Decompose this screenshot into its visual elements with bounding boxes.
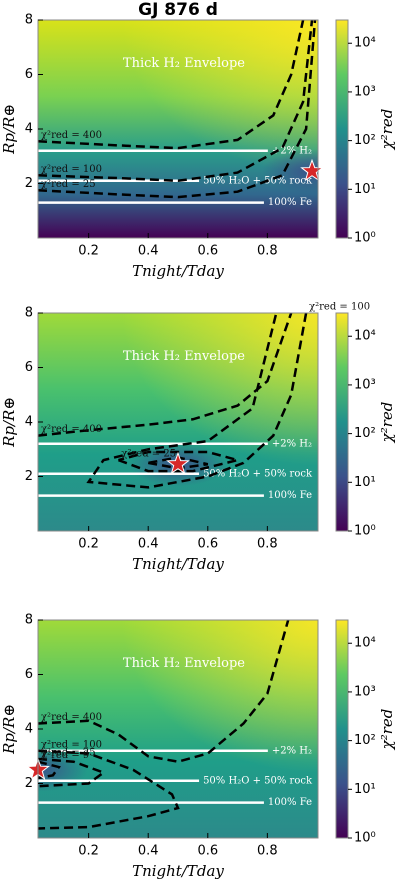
contour-line	[38, 620, 290, 763]
contour-label: χ²red = 9	[41, 750, 89, 761]
contour-line	[38, 757, 107, 788]
y-tick-label: 6	[25, 67, 33, 82]
colorbar-tick-label: 10²	[354, 426, 376, 441]
y-tick-label: 6	[25, 360, 33, 375]
y-axis-label: Rp/R⊕	[0, 704, 18, 755]
y-tick-label: 8	[25, 306, 33, 321]
line-label: +2% H₂	[272, 745, 312, 756]
contour-label: χ²red = 100	[309, 302, 370, 313]
y-axis-label: Rp/R⊕	[0, 104, 18, 155]
chart-title: GJ 876 d	[138, 0, 218, 20]
heatmap-minimum	[262, 149, 318, 194]
colorbar	[335, 19, 349, 239]
x-tick-label: 0.6	[197, 844, 218, 859]
x-tick-label: 0.2	[78, 244, 99, 259]
contour-label: χ²red = 400	[41, 712, 102, 723]
line-label: 100% Fe	[268, 797, 312, 808]
colorbar-tick-label: 10³	[354, 684, 376, 699]
colorbar-tick-label: 10²	[354, 133, 376, 148]
x-tick-label: 0.2	[78, 844, 99, 859]
contour-line	[38, 20, 314, 183]
y-tick-label: 4	[25, 415, 33, 430]
line-label: 100% Fe	[268, 197, 312, 208]
colorbar-tick-label: 10⁰	[354, 524, 376, 539]
line-label: +2% H₂	[272, 145, 312, 156]
contour-line	[117, 450, 243, 473]
x-tick-label: 0.4	[138, 844, 159, 859]
colorbar-label: χ²red	[378, 402, 396, 444]
y-tick-label: 2	[25, 176, 33, 191]
contour-line	[147, 456, 209, 470]
contour-line	[86, 313, 308, 489]
colorbar-tick-label: 10¹	[354, 182, 376, 197]
y-tick-label: 6	[25, 667, 33, 682]
y-tick-label: 2	[25, 776, 33, 791]
colorbar-tick-label: 10⁰	[354, 231, 376, 246]
line-label: +2% H₂	[272, 438, 312, 449]
contour-line	[38, 20, 305, 150]
region-label: Thick H₂ Envelope	[123, 349, 245, 364]
colorbar-label: χ²red	[378, 109, 396, 151]
y-tick-label: 4	[25, 722, 33, 737]
colorbar-label: χ²red	[378, 709, 396, 751]
contour-line	[38, 20, 317, 199]
x-tick-label: 0.8	[257, 844, 278, 859]
line-label: 50% H₂O + 50% rock	[203, 775, 313, 786]
line-label: 50% H₂O + 50% rock	[203, 175, 313, 186]
line-label: 50% H₂O + 50% rock	[203, 468, 313, 479]
contour-label: χ²red = 25	[41, 179, 96, 190]
colorbar-tick-label: 10⁴	[354, 36, 376, 51]
x-axis-label: Tnight/Tday	[132, 862, 224, 880]
x-tick-label: 0.6	[197, 244, 218, 259]
colorbar	[335, 619, 349, 839]
contour-label: χ²red = 400	[41, 130, 102, 141]
colorbar-tick-label: 10³	[354, 377, 376, 392]
region-label: Thick H₂ Envelope	[123, 56, 245, 71]
y-tick-label: 8	[25, 13, 33, 28]
contour-label: χ²red = 25	[41, 747, 96, 758]
contour-label: χ²red = 400	[41, 424, 102, 435]
colorbar-tick-label: 10⁰	[354, 831, 376, 846]
colorbar-tick-label: 10⁴	[354, 636, 376, 651]
colorbar-tick-label: 10³	[354, 84, 376, 99]
y-axis-label: Rp/R⊕	[0, 397, 18, 448]
contour-line	[38, 749, 180, 830]
y-tick-label: 4	[25, 122, 33, 137]
colorbar-tick-label: 10¹	[354, 475, 376, 490]
y-tick-label: 2	[25, 469, 33, 484]
colorbar-tick-label: 10¹	[354, 782, 376, 797]
x-tick-label: 0.8	[257, 537, 278, 552]
line-label: 100% Fe	[268, 490, 312, 501]
contour-label: χ²red = 100	[41, 739, 102, 750]
contour-label: χ²red = 25	[121, 449, 176, 460]
colorbar	[335, 312, 349, 532]
contour-line	[38, 313, 293, 437]
x-tick-label: 0.2	[78, 537, 99, 552]
best-fit-star	[166, 451, 190, 475]
x-axis-label: Tnight/Tday	[132, 262, 224, 280]
region-label: Thick H₂ Envelope	[123, 656, 245, 671]
best-fit-star	[300, 158, 324, 182]
x-tick-label: 0.4	[138, 244, 159, 259]
contour-label: χ²red = 100	[41, 164, 102, 175]
x-tick-label: 0.8	[257, 244, 278, 259]
x-tick-label: 0.6	[197, 537, 218, 552]
x-axis-label: Tnight/Tday	[132, 555, 224, 573]
x-tick-label: 0.4	[138, 537, 159, 552]
colorbar-tick-label: 10²	[354, 733, 376, 748]
colorbar-tick-label: 10⁴	[354, 329, 376, 344]
y-tick-label: 8	[25, 613, 33, 628]
